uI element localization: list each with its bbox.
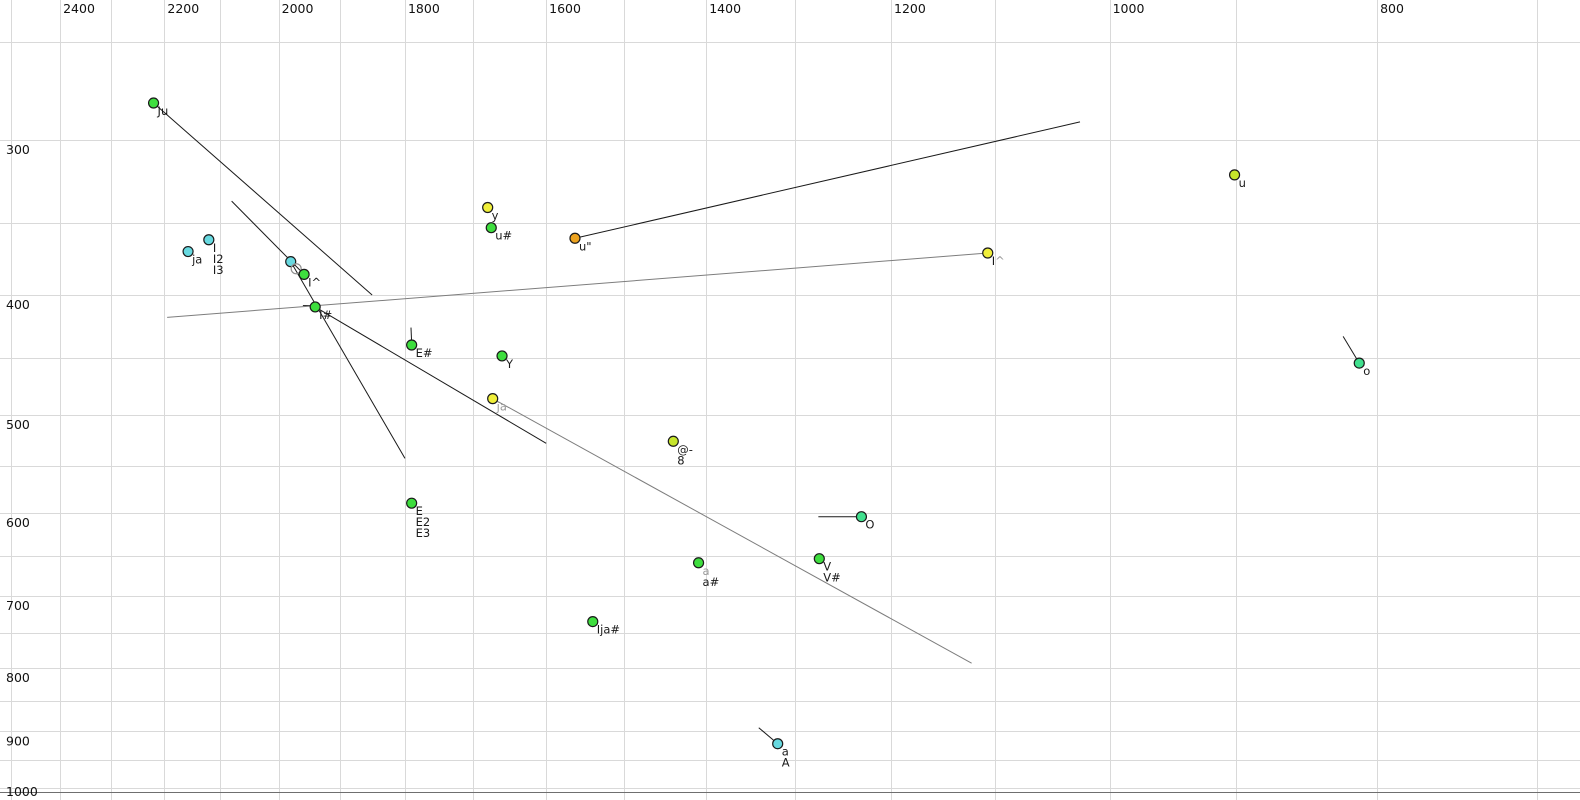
segment-Ihash-vector <box>314 306 547 444</box>
point-label-at-schwa: 8 <box>677 453 684 467</box>
point-label-ja-cyan: ja <box>191 253 202 267</box>
x-tick-label: 2400 <box>63 1 95 16</box>
point-O <box>855 511 868 523</box>
point-at-schwa <box>667 435 679 447</box>
segment-Ju-vector <box>153 102 373 296</box>
point-label-u: u <box>1239 176 1246 190</box>
point-label-Ijahash: Ija# <box>597 623 620 637</box>
point-label-ahash: a# <box>703 575 720 589</box>
y-tick-label: 300 <box>6 142 30 157</box>
point-label-ahash: a <box>703 564 710 578</box>
point-y <box>482 201 494 214</box>
point-label-Ihash: I# <box>319 308 332 322</box>
y-tick-label: 1000 <box>6 784 38 799</box>
point-label-Y: Y <box>505 357 514 371</box>
segment-long-gray-to-Icaret2 <box>167 252 988 318</box>
point-V <box>813 553 825 565</box>
point-ahash <box>692 557 705 569</box>
point-Ihash <box>309 301 321 313</box>
segment-ja-long-vector <box>492 398 972 664</box>
y-tick-label: 700 <box>6 598 30 613</box>
segment-udiaeresis-vector <box>574 121 1081 239</box>
point-label-I: I2 <box>213 252 224 266</box>
point-label-I: I3 <box>213 263 224 277</box>
point-label-ja-yellow: ja <box>496 400 507 414</box>
x-tick-label: 1200 <box>894 1 926 16</box>
segment-Icaret-down-vector <box>290 261 406 459</box>
y-tick-label: 900 <box>6 733 30 748</box>
point-label-o: o <box>1363 364 1370 378</box>
point-Icaret-mid <box>290 263 302 275</box>
point-Icaret-start <box>285 256 297 268</box>
point-label-O: O <box>865 518 874 532</box>
x-tick-label: 1800 <box>408 1 440 16</box>
point-Ehash <box>406 339 418 351</box>
point-label-E: E2 <box>416 515 431 529</box>
point-label-aA: A <box>782 756 790 770</box>
point-aA <box>772 738 784 750</box>
point-label-uhash: u# <box>495 229 512 243</box>
point-E <box>406 497 418 509</box>
x-tick-label: 2200 <box>167 1 199 16</box>
y-tick-label: 400 <box>6 297 30 312</box>
point-label-V: V <box>823 560 831 574</box>
x-tick-label: 2000 <box>282 1 314 16</box>
point-label-E: E3 <box>416 526 431 540</box>
point-label-I: I <box>213 241 216 255</box>
point-Icaret2 <box>982 247 994 259</box>
point-label-Ju: Ju <box>157 104 169 118</box>
point-o <box>1353 357 1365 369</box>
point-label-y: y <box>492 209 499 223</box>
y-tick-label: 800 <box>6 670 30 685</box>
x-tick-label: 1400 <box>709 1 741 16</box>
point-label-Icaret: I^ <box>308 275 321 289</box>
point-label-udiaeresis: u" <box>579 239 592 253</box>
y-tick-label: 500 <box>6 417 30 432</box>
point-label-E: E <box>416 504 423 518</box>
point-u <box>1228 169 1241 181</box>
point-uhash <box>485 222 497 234</box>
point-label-V: V# <box>823 571 841 585</box>
point-Y <box>496 350 508 362</box>
x-tick-label: 1000 <box>1113 1 1145 16</box>
point-I <box>203 234 215 246</box>
point-ja-yellow <box>487 393 499 405</box>
x-tick-label: 1600 <box>549 1 581 16</box>
point-label-at-schwa: @- <box>677 442 693 456</box>
y-tick-label: 600 <box>6 515 30 530</box>
point-label-Ehash: E# <box>416 346 433 360</box>
point-Icaret <box>298 268 310 280</box>
point-udiaeresis <box>569 232 581 244</box>
point-Ijahash <box>587 615 599 628</box>
point-Ju <box>147 97 160 109</box>
point-label-aA: a <box>782 745 789 759</box>
x-tick-label: 800 <box>1380 1 1404 16</box>
point-ja-cyan <box>182 245 194 258</box>
point-label-Icaret2: I^ <box>992 254 1005 268</box>
